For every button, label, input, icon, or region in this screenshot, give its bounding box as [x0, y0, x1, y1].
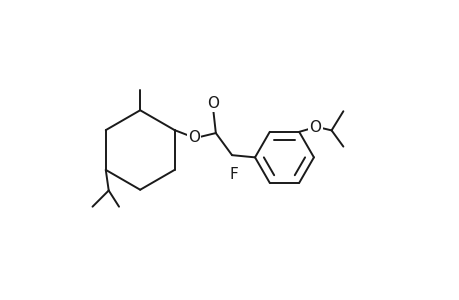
Text: O: O	[187, 130, 199, 145]
Text: O: O	[207, 95, 218, 110]
Text: F: F	[229, 167, 237, 182]
Text: O: O	[309, 120, 321, 135]
